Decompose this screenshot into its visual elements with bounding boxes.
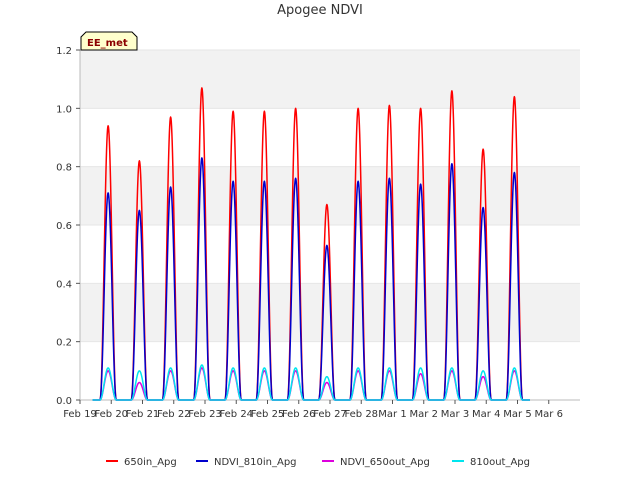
legend-label: 810out_Apg	[470, 457, 530, 468]
x-tick-label: Mar 2	[410, 409, 438, 420]
badge-label: EE_met	[87, 38, 128, 49]
legend: 650in_Apg NDVI_810in_Apg NDVI_650out_Apg 81…	[106, 457, 530, 468]
series-line-810out_Apg	[92, 364, 531, 401]
legend-item-NDVI_650out_Apg: NDVI_650out_Apg	[322, 457, 430, 468]
x-tick-label: Feb 28	[344, 409, 378, 420]
y-tick-label: 0.2	[56, 338, 72, 349]
x-tick-label: Feb 19	[63, 409, 97, 420]
y-tick-label: 1.0	[56, 104, 72, 115]
badge-shape	[80, 31, 138, 51]
grid-band	[80, 166, 580, 225]
grid-band	[80, 50, 580, 109]
y-tick-label: 0.6	[56, 221, 72, 232]
x-tick-label: Feb 23	[188, 409, 222, 420]
ee-met-badge: EE_met	[80, 31, 138, 51]
legend-label: NDVI_810in_Apg	[214, 457, 297, 468]
y-tick-label: 0.8	[56, 163, 72, 174]
background-bands	[80, 49, 580, 401]
legend-label: 650in_Apg	[124, 457, 177, 468]
x-tick-label: Feb 22	[157, 409, 191, 420]
legend-item-NDVI_810in_Apg: NDVI_810in_Apg	[196, 457, 297, 468]
legend-item-810out_Apg: 810out_Apg	[452, 457, 530, 468]
y-tick-label: 0.4	[56, 279, 72, 290]
legend-item-650in_Apg: 650in_Apg	[106, 457, 177, 468]
chart-title: Apogee NDVI	[277, 3, 363, 18]
x-tick-label: Mar 3	[441, 409, 469, 420]
x-tick-label: Mar 6	[535, 409, 563, 420]
x-tick-label: Mar 1	[378, 409, 406, 420]
x-tick-label: Feb 20	[94, 409, 128, 420]
y-tick-label: 1.2	[56, 46, 72, 57]
legend-label: NDVI_650out_Apg	[340, 457, 430, 468]
x-tick-label: Feb 21	[126, 409, 160, 420]
x-tick-label: Mar 5	[503, 409, 531, 420]
x-tick-label: Feb 24	[219, 409, 253, 420]
x-tick-label: Feb 26	[282, 409, 316, 420]
series-lines	[92, 87, 531, 401]
x-tick-label: Mar 4	[472, 409, 500, 420]
x-tick-label: Feb 25	[251, 409, 285, 420]
x-tick-label: Feb 27	[313, 409, 347, 420]
y-tick-label: 0.0	[56, 396, 72, 407]
